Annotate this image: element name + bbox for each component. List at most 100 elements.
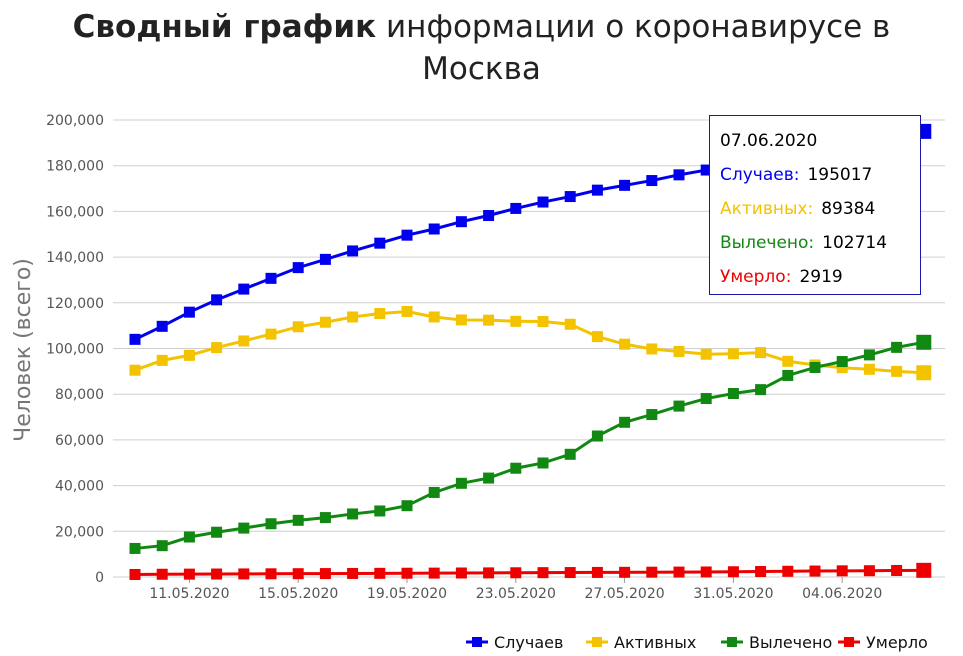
data-point	[836, 362, 848, 374]
data-point	[238, 335, 250, 347]
legend-marker	[592, 637, 602, 647]
data-point	[183, 531, 195, 543]
data-point	[727, 566, 739, 578]
data-point	[700, 348, 712, 360]
data-point	[347, 311, 359, 323]
data-point	[319, 512, 331, 524]
y-tick-label: 60,000	[55, 433, 104, 449]
data-point	[673, 566, 685, 578]
chart-title-bold: Сводный график	[72, 9, 377, 45]
data-point	[700, 164, 712, 176]
data-point	[156, 354, 168, 366]
data-point	[319, 316, 331, 328]
data-point	[265, 518, 277, 530]
data-point	[401, 229, 413, 241]
y-tick-label: 100,000	[46, 342, 104, 358]
data-point	[183, 568, 195, 580]
data-point	[537, 196, 549, 208]
data-point	[292, 568, 304, 580]
data-point	[619, 338, 631, 350]
y-tick-label: 140,000	[46, 250, 104, 266]
data-point	[809, 565, 821, 577]
data-point	[428, 486, 440, 498]
tooltip-value-deaths: 2919	[799, 267, 843, 287]
data-point	[455, 216, 467, 228]
data-point	[537, 567, 549, 579]
data-point	[401, 305, 413, 317]
tooltip-row-active: Активных: 89384	[720, 192, 910, 226]
data-point	[619, 566, 631, 578]
data-point	[916, 334, 932, 350]
data-point	[782, 355, 794, 367]
data-point	[809, 361, 821, 373]
data-point	[401, 500, 413, 512]
data-point	[564, 191, 576, 203]
data-point	[319, 253, 331, 265]
data-point	[156, 540, 168, 552]
data-point	[782, 369, 794, 381]
data-point	[537, 316, 549, 328]
data-point	[183, 349, 195, 361]
tooltip-label-cases: Случаев:	[720, 165, 800, 185]
legend-label: Вылечено	[749, 633, 832, 652]
tooltip-value-cases: 195017	[807, 165, 873, 185]
data-point	[564, 567, 576, 579]
data-point	[537, 457, 549, 469]
tooltip-row-recovered: Вылечено: 102714	[720, 226, 910, 260]
legend-label: Активных	[614, 633, 696, 652]
data-point	[700, 393, 712, 405]
data-point	[916, 365, 932, 381]
data-point	[347, 245, 359, 257]
data-point	[156, 320, 168, 332]
tooltip-value-recovered: 102714	[822, 233, 888, 253]
data-point	[916, 562, 932, 578]
data-point	[836, 565, 848, 577]
legend-label: Случаев	[494, 633, 563, 652]
data-point	[129, 333, 141, 345]
legend-marker	[844, 637, 854, 647]
data-point	[564, 318, 576, 330]
data-point	[319, 568, 331, 580]
data-point	[510, 567, 522, 579]
tooltip-row-cases: Случаев: 195017	[720, 158, 910, 192]
tooltip-label-deaths: Умерло:	[720, 267, 792, 287]
y-tick-label: 200,000	[46, 113, 104, 129]
data-point	[211, 294, 223, 306]
data-point	[374, 505, 386, 517]
data-point	[673, 169, 685, 181]
data-point	[265, 272, 277, 284]
data-point	[510, 462, 522, 474]
data-point	[455, 477, 467, 489]
legend-label: Умерло	[866, 633, 928, 652]
data-point	[619, 179, 631, 191]
data-point	[265, 328, 277, 340]
data-point	[238, 522, 250, 534]
data-point	[782, 565, 794, 577]
y-tick-label: 0	[95, 570, 104, 586]
data-point	[401, 567, 413, 579]
data-point	[755, 347, 767, 359]
data-point	[863, 363, 875, 375]
data-point	[755, 384, 767, 396]
y-axis-label: Человек (всего)	[11, 258, 36, 442]
data-point	[891, 564, 903, 576]
data-point	[483, 472, 495, 484]
y-tick-label: 20,000	[55, 524, 104, 540]
data-point	[891, 341, 903, 353]
x-tick-label: 04.06.2020	[802, 586, 882, 602]
data-point	[700, 566, 712, 578]
data-point	[646, 409, 658, 421]
y-tick-label: 180,000	[46, 159, 104, 175]
data-point	[727, 388, 739, 400]
chart-title-line2: Москва	[422, 51, 541, 87]
data-point	[673, 400, 685, 412]
legend-marker	[727, 637, 737, 647]
data-point	[863, 349, 875, 361]
y-tick-label: 40,000	[55, 479, 104, 495]
data-point	[591, 184, 603, 196]
data-point	[673, 345, 685, 357]
data-point	[156, 568, 168, 580]
data-point	[238, 568, 250, 580]
tooltip-label-active: Активных:	[720, 199, 814, 219]
data-point	[646, 343, 658, 355]
